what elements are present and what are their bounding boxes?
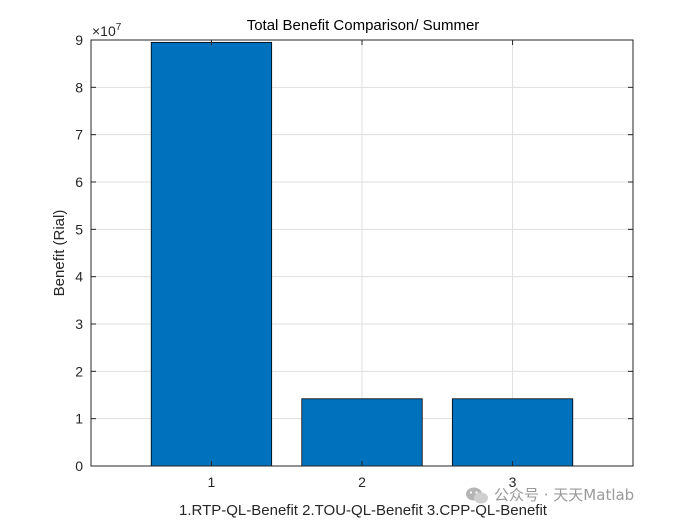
y-tick-label: 2 — [75, 363, 83, 379]
y-tick-label: 8 — [75, 79, 83, 95]
x-tick-label: 3 — [509, 474, 517, 490]
ticks-group: 0 1 2 3 4 5 6 7 8 9 1 2 3 — [75, 32, 633, 490]
y-tick-label: 5 — [75, 221, 83, 237]
watermark: 公众号 · 天天Matlab — [466, 486, 634, 504]
y-axis-label: Benefit (Rial) — [51, 210, 68, 297]
x-tick-label: 2 — [358, 474, 366, 490]
wechat-icon — [466, 487, 488, 504]
y-tick-label: 6 — [75, 174, 83, 190]
y-exponent-label: ×107 — [92, 22, 122, 39]
bars-group — [150, 41, 574, 467]
watermark-text: 公众号 · 天天Matlab — [494, 486, 634, 504]
x-tick-label: 1 — [208, 474, 216, 490]
y-tick-label: 3 — [75, 316, 83, 332]
y-tick-label: 1 — [75, 411, 83, 427]
x-axis-label: 1.RTP-QL-Benefit 2.TOU-QL-Benefit 3.CPP-… — [179, 502, 548, 519]
bar-2 — [301, 398, 423, 467]
y-tick-label: 9 — [75, 32, 83, 48]
y-tick-label: 0 — [75, 458, 83, 474]
chart-title: Total Benefit Comparison/ Summer — [247, 17, 480, 34]
bar-1 — [150, 41, 273, 467]
y-tick-label: 4 — [75, 269, 83, 285]
y-tick-label: 7 — [75, 127, 83, 143]
bar-3 — [451, 398, 574, 467]
